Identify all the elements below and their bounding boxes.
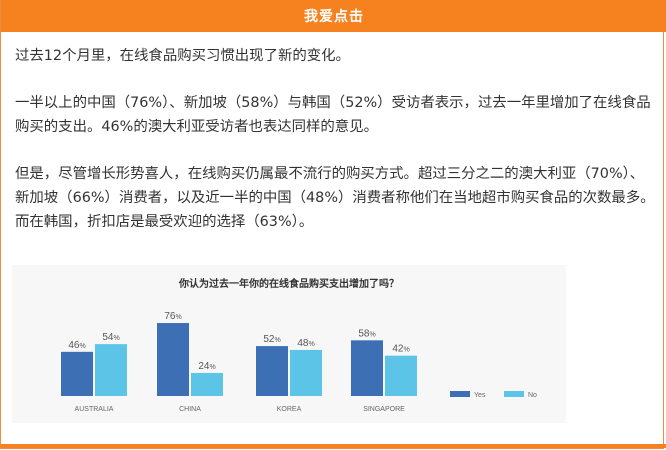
paragraph-1: 过去12个月里，在线食品购买习惯出现了新的变化。 bbox=[15, 48, 350, 64]
category-label-australia: AUSTRALIA bbox=[75, 406, 114, 413]
header-title: 我爱点击 bbox=[304, 9, 364, 25]
category-label-korea: KOREA bbox=[277, 406, 302, 413]
header-bar: 我爱点击 bbox=[1, 0, 666, 32]
bar-australia-yes bbox=[61, 351, 93, 396]
article-body: 过去12个月里，在线食品购买习惯出现了新的变化。 一半以上的中国（76%）、新加… bbox=[15, 44, 655, 257]
legend-label-no: No bbox=[528, 392, 537, 399]
data-label-korea-yes: 52% bbox=[263, 334, 280, 345]
legend-swatch-yes bbox=[450, 391, 470, 397]
legend-label-yes: Yes bbox=[474, 392, 486, 399]
chart-title: 你认为过去一年你的在线食品购买支出增加了吗？ bbox=[179, 279, 399, 290]
bar-singapore-no bbox=[385, 355, 417, 396]
bar-chart: 46% 54% AUSTRALIA 76% 24% CHINA 52% 48% KOREA 58%… bbox=[61, 311, 537, 413]
data-label-korea-no: 48% bbox=[297, 338, 314, 349]
legend-swatch-no bbox=[504, 391, 524, 397]
category-label-singapore: SINGAPORE bbox=[363, 406, 405, 413]
data-label-australia-no: 54% bbox=[102, 332, 119, 343]
data-label-singapore-yes: 58% bbox=[358, 328, 375, 339]
bar-australia-no bbox=[95, 344, 127, 396]
bar-singapore-yes bbox=[351, 340, 383, 396]
bar-china-yes bbox=[157, 323, 189, 396]
bottom-accent-bar bbox=[1, 444, 666, 448]
data-label-australia-yes: 46% bbox=[68, 340, 85, 351]
category-label-china: CHINA bbox=[179, 406, 201, 413]
data-label-china-yes: 76% bbox=[164, 311, 181, 322]
chart-image: 你认为过去一年你的在线食品购买支出增加了吗？ 46% 54% AUSTRALIA 76… bbox=[12, 265, 566, 423]
data-label-china-no: 24% bbox=[198, 361, 215, 372]
bar-china-no bbox=[191, 372, 223, 396]
data-label-singapore-no: 42% bbox=[392, 344, 409, 355]
paragraph-2: 一半以上的中国（76%）、新加坡（58%）与韩国（52%）受访者表示，过去一年里… bbox=[15, 95, 651, 135]
bar-korea-no bbox=[290, 349, 322, 396]
bar-korea-yes bbox=[256, 346, 288, 396]
paragraph-3: 但是，尽管增长形势喜人，在线购买仍属最不流行的购买方式。超过三分之二的澳大利亚（… bbox=[15, 166, 655, 230]
